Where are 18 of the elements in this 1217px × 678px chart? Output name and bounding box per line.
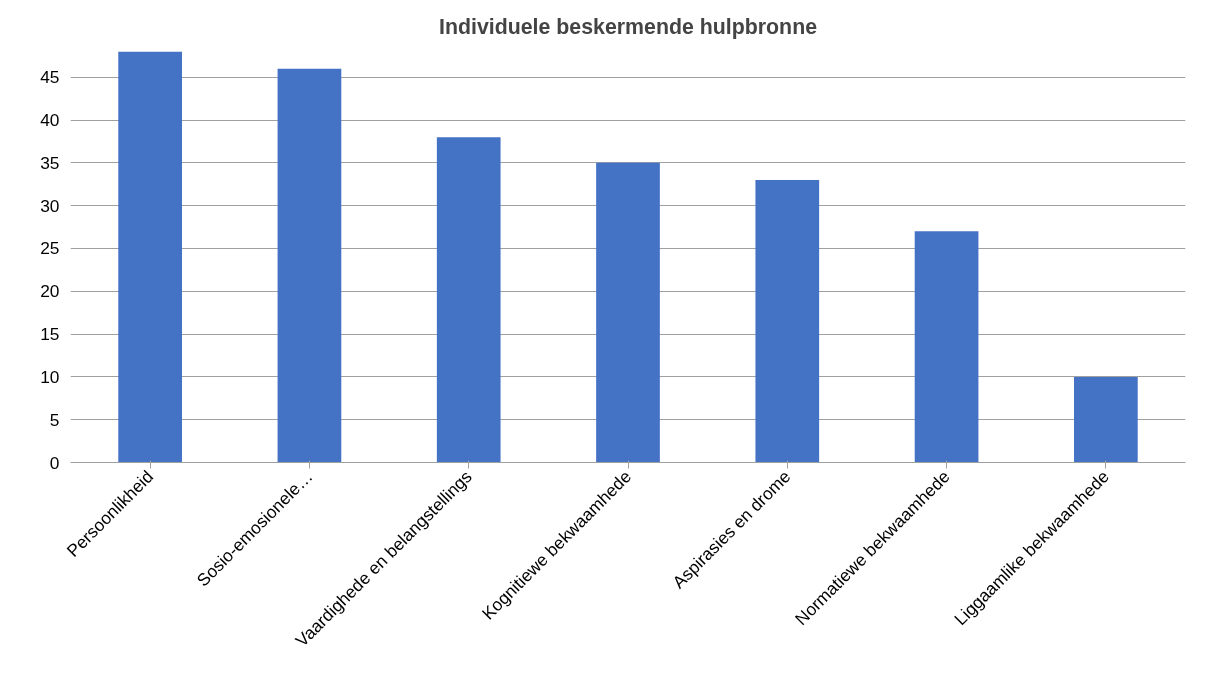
bar <box>1074 376 1138 463</box>
bar <box>118 51 182 463</box>
y-tick-label: 25 <box>40 238 60 259</box>
y-tick-label: 15 <box>40 324 60 345</box>
y-tick-label: 35 <box>40 152 60 173</box>
y-tick-label: 0 <box>49 452 60 473</box>
y-tick-label: 5 <box>49 409 60 430</box>
bar <box>436 137 501 463</box>
y-tick-label: 45 <box>40 67 60 88</box>
y-tick-label: 30 <box>40 195 60 216</box>
y-tick-label: 10 <box>40 366 60 387</box>
bar <box>596 162 660 463</box>
y-tick-label: 40 <box>40 110 60 130</box>
bar <box>277 68 342 463</box>
bar <box>755 179 820 463</box>
y-tick-label: 20 <box>40 281 60 302</box>
bar <box>914 231 979 463</box>
chart-title: Individuele beskermende hulpbronne <box>438 15 818 39</box>
